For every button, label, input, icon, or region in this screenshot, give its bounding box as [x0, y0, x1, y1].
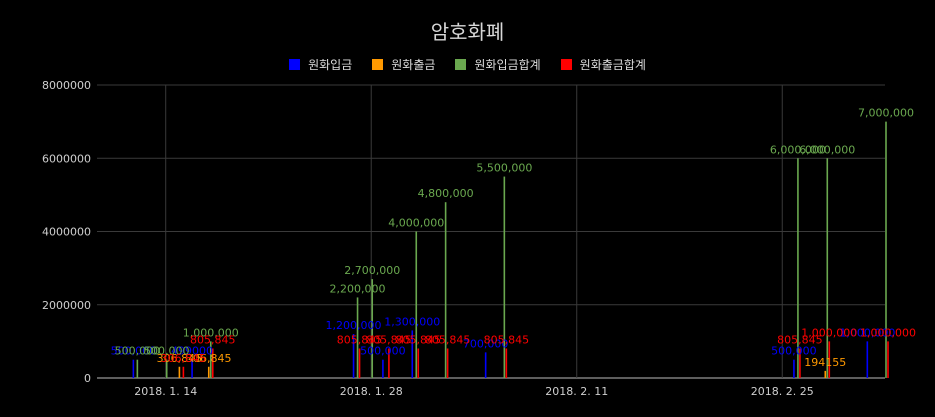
- bar-2: [503, 176, 506, 378]
- legend-swatch-deposit-total: [455, 59, 467, 70]
- bar-1: [178, 366, 181, 378]
- data-label-3: 1,000,000: [860, 326, 916, 339]
- legend-item-deposit[interactable]: 원화입금: [289, 56, 352, 73]
- bar-3: [182, 366, 185, 378]
- data-label-2: 4,800,000: [418, 187, 474, 200]
- y-tick-label: 4000000: [42, 226, 91, 239]
- bar-3: [388, 348, 390, 378]
- legend-label-withdrawal: 원화출금: [391, 58, 436, 72]
- data-label-3: 306,845: [161, 352, 207, 365]
- bar-0: [132, 359, 135, 378]
- data-label-2: 2,200,000: [330, 282, 386, 295]
- bar-2: [444, 202, 447, 378]
- data-label-2: 500,000: [115, 345, 161, 358]
- data-label-1: 306,845: [186, 352, 232, 365]
- y-tick-label: 2000000: [42, 299, 91, 312]
- bar-3: [505, 348, 508, 378]
- bar-1: [207, 366, 210, 378]
- bar-2: [885, 121, 887, 378]
- data-label-0: 500,000: [111, 345, 157, 358]
- bar-3: [887, 341, 889, 378]
- bar-3: [446, 348, 449, 378]
- legend-label-deposit-total: 원화입금합계: [474, 58, 541, 72]
- data-label-0: 1,000,000: [839, 326, 895, 339]
- bar-3: [358, 348, 361, 378]
- y-tick-label: 6000000: [42, 152, 91, 165]
- y-tick-label: 0: [84, 372, 91, 385]
- bar-2: [165, 359, 168, 378]
- bar-2: [209, 341, 212, 378]
- bar-0: [191, 359, 193, 378]
- data-label-2: 7,000,000: [858, 107, 914, 120]
- bar-0: [352, 334, 355, 378]
- data-label-0: 500,000: [771, 345, 817, 358]
- bar-2: [415, 231, 418, 378]
- data-label-0: 1,200,000: [326, 319, 382, 332]
- bar-0: [411, 330, 414, 378]
- bar-0: [793, 359, 795, 378]
- x-tick-label: 2018. 1. 28: [340, 385, 403, 398]
- legend-item-deposit-total[interactable]: 원화입금합계: [455, 56, 541, 73]
- data-label-3: 805,845: [777, 333, 823, 346]
- bar-0: [484, 352, 487, 378]
- data-label-1: 306,845: [157, 352, 203, 365]
- chart-title: 암호화폐: [430, 20, 505, 44]
- x-tick-label: 2018. 2. 11: [545, 385, 608, 398]
- bar-2: [356, 297, 359, 378]
- legend: 원화입금 원화출금 원화입금합계 원화출금합계: [0, 56, 935, 73]
- data-label-1: 194155: [804, 356, 846, 369]
- data-label-0: 500,000: [360, 345, 406, 358]
- bar-3: [828, 341, 831, 378]
- legend-swatch-withdrawal: [372, 59, 384, 70]
- data-label-2: 5,500,000: [476, 162, 532, 175]
- data-label-3: 805,845: [190, 333, 236, 346]
- bar-3: [211, 348, 214, 378]
- data-label-2: 2,700,000: [344, 264, 400, 277]
- bar-2: [136, 359, 139, 378]
- legend-swatch-withdrawal-total: [560, 59, 572, 70]
- legend-label-withdrawal-total: 원화출금합계: [579, 58, 646, 72]
- data-label-3: 805,845: [425, 333, 471, 346]
- bar-2: [797, 158, 799, 378]
- data-label-0: 499000: [171, 345, 213, 358]
- data-label-3: 805,845: [366, 333, 412, 346]
- x-tick-label: 2018. 2. 25: [751, 385, 814, 398]
- data-label-2: 500,000: [144, 345, 190, 358]
- bar-1: [824, 370, 827, 378]
- data-label-0: 700,000: [463, 337, 509, 350]
- data-label-3: 805,845: [396, 333, 442, 346]
- bar-2: [826, 158, 829, 378]
- x-tick-label: 2018. 1. 14: [134, 385, 197, 398]
- data-label-0: 1,300,000: [384, 315, 440, 328]
- bar-3: [417, 348, 420, 378]
- data-label-3: 1,000,000: [801, 326, 857, 339]
- bar-0: [382, 359, 384, 378]
- data-label-2: 1,000,000: [183, 326, 239, 339]
- legend-item-withdrawal[interactable]: 원화출금: [372, 56, 435, 73]
- data-label-3: 805,845: [337, 333, 383, 346]
- data-label-2: 4,000,000: [388, 217, 444, 230]
- legend-label-deposit: 원화입금: [308, 58, 353, 72]
- bar-3: [799, 348, 801, 378]
- data-label-2: 6,000,000: [770, 143, 826, 156]
- y-tick-label: 8000000: [42, 79, 91, 92]
- data-label-3: 805,845: [484, 333, 530, 346]
- bar-2: [371, 279, 374, 378]
- bar-0: [866, 341, 869, 378]
- data-label-2: 6,000,000: [799, 143, 855, 156]
- legend-swatch-deposit: [289, 59, 301, 70]
- legend-item-withdrawal-total[interactable]: 원화출금합계: [560, 56, 646, 73]
